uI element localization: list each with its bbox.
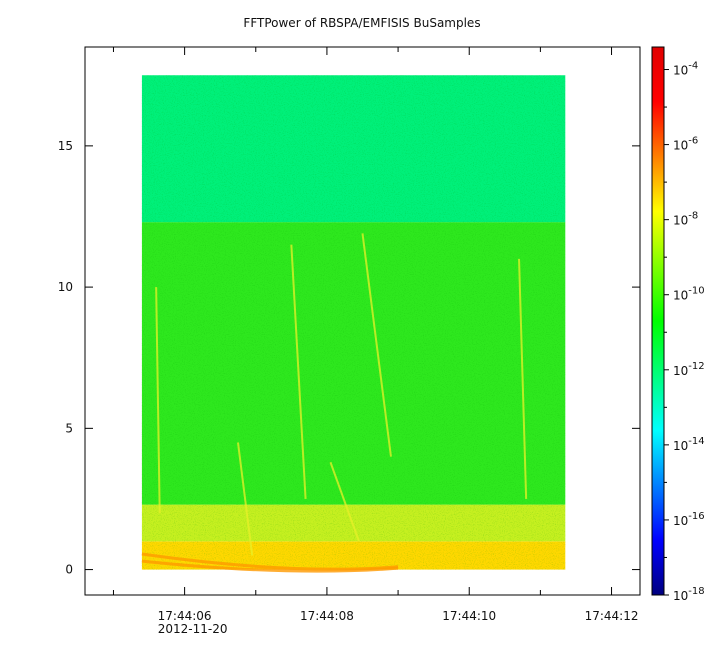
colorbar-tick-label: 10-4 [673, 61, 698, 78]
x-tick-label: 17:44:12 [585, 609, 639, 623]
wave-streak [290, 244, 307, 500]
colorbar-tick-label: 10-10 [673, 286, 705, 303]
colorbar [651, 46, 665, 596]
colorbar-tick-label: 10-16 [673, 511, 705, 528]
wave-streak [236, 442, 254, 556]
y-tick-label: 10 [58, 280, 73, 294]
wave-streak [518, 258, 528, 499]
x-date-label: 2012-11-20 [158, 622, 228, 636]
spectrogram-data [141, 75, 566, 573]
wave-streak [329, 461, 360, 542]
y-tick-label: 15 [58, 139, 73, 153]
colorbar-tick-label: 10-18 [673, 586, 705, 603]
axes: 0 5 10 15 17:44:06 17:44:08 17:44:10 17:44:12 20… [58, 47, 640, 636]
wave-streak [155, 287, 161, 514]
colorbar-tick-label: 10-14 [673, 436, 705, 453]
colorbar-tick-label: 10-12 [673, 361, 705, 378]
noise-texture [141, 75, 566, 570]
chart-title: FFTPower of RBSPA/EMFISIS BuSamples [243, 16, 481, 30]
colorbar-ticks: 10-4 10-6 10-8 10-10 10-12 10-14 10-16 10-18 [664, 61, 705, 603]
wave-streak [361, 233, 392, 457]
low-frequency-feature [141, 552, 399, 571]
x-tick-label: 17:44:06 [158, 609, 212, 623]
y-tick-label: 0 [65, 563, 73, 577]
x-tick-label: 17:44:08 [300, 609, 354, 623]
x-tick-label: 17:44:10 [442, 609, 496, 623]
colorbar-tick-label: 10-6 [673, 136, 698, 153]
colorbar-tick-label: 10-8 [673, 211, 698, 228]
y-tick-label: 5 [65, 421, 73, 435]
low-frequency-feature [141, 559, 399, 573]
